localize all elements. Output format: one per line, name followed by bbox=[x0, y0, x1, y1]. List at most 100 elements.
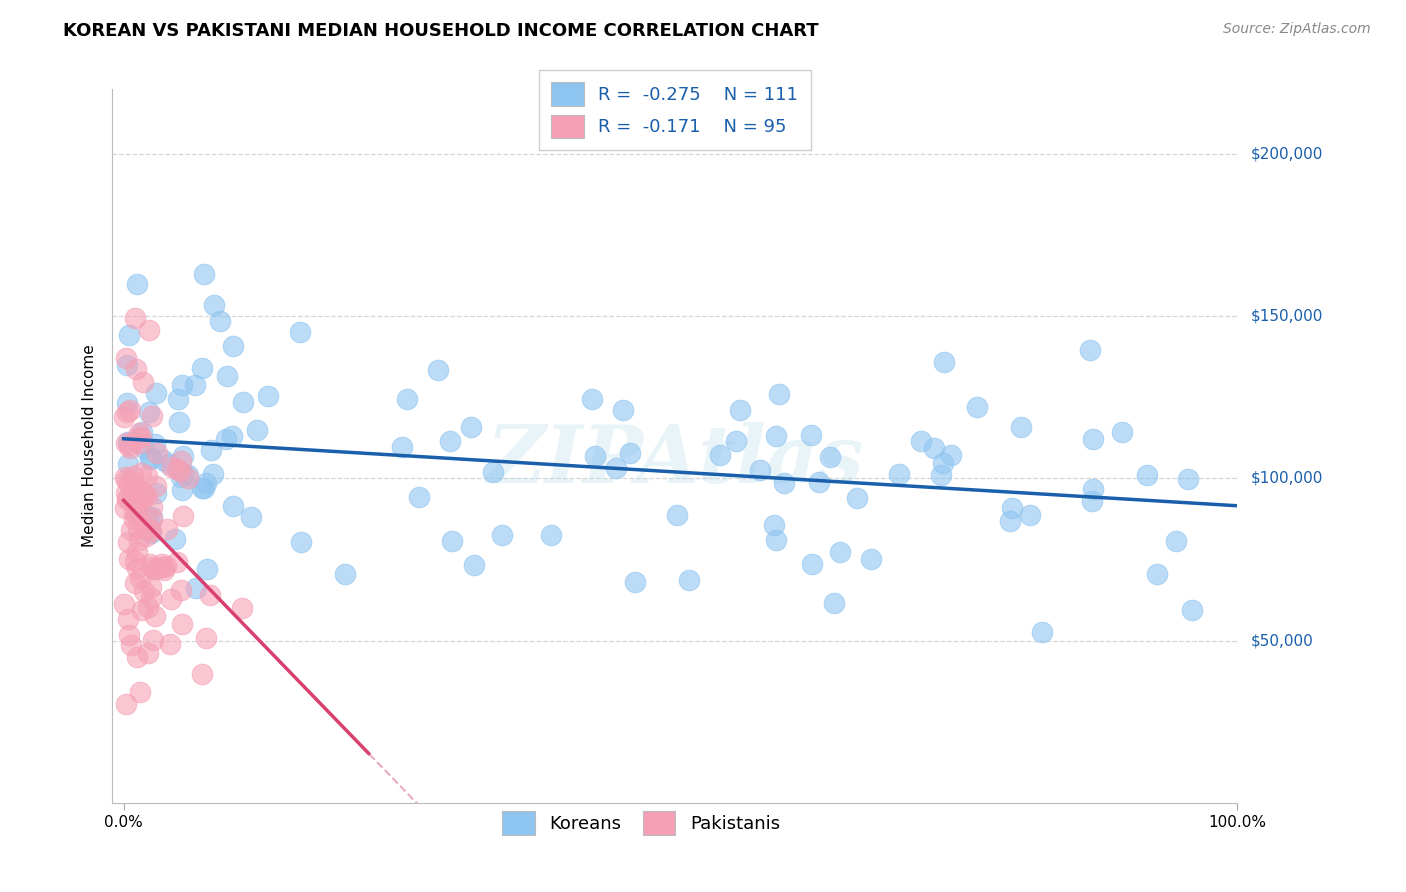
Point bbox=[1010, 420, 1032, 434]
Point bbox=[114, 698, 136, 712]
Point bbox=[124, 310, 146, 325]
Point bbox=[439, 434, 461, 448]
Point bbox=[215, 432, 238, 446]
Point bbox=[441, 533, 464, 548]
Point bbox=[128, 684, 150, 698]
Point bbox=[184, 582, 207, 596]
Point bbox=[141, 512, 163, 526]
Point bbox=[125, 561, 148, 575]
Point bbox=[1081, 493, 1104, 508]
Point bbox=[145, 386, 167, 401]
Point bbox=[145, 562, 167, 576]
Point bbox=[138, 404, 160, 418]
Point bbox=[605, 461, 627, 475]
Text: $50,000: $50,000 bbox=[1251, 633, 1315, 648]
Point bbox=[172, 508, 194, 523]
Point bbox=[846, 491, 869, 505]
Point bbox=[678, 573, 700, 587]
Point bbox=[612, 403, 634, 417]
Point bbox=[198, 588, 221, 602]
Point bbox=[830, 545, 852, 559]
Text: Source: ZipAtlas.com: Source: ZipAtlas.com bbox=[1223, 22, 1371, 37]
Point bbox=[624, 574, 647, 589]
Point bbox=[117, 404, 139, 418]
Point bbox=[145, 478, 167, 492]
Point bbox=[152, 453, 174, 467]
Point bbox=[127, 430, 149, 444]
Point bbox=[1001, 500, 1024, 515]
Point bbox=[166, 392, 188, 406]
Text: KOREAN VS PAKISTANI MEDIAN HOUSEHOLD INCOME CORRELATION CHART: KOREAN VS PAKISTANI MEDIAN HOUSEHOLD INC… bbox=[63, 22, 818, 40]
Point bbox=[966, 400, 988, 414]
Point bbox=[121, 469, 143, 483]
Point bbox=[127, 277, 149, 292]
Point bbox=[129, 429, 152, 443]
Point bbox=[202, 467, 225, 482]
Point bbox=[128, 571, 150, 585]
Point bbox=[910, 434, 932, 449]
Point bbox=[922, 442, 945, 456]
Point bbox=[115, 473, 138, 487]
Point bbox=[118, 552, 141, 566]
Point bbox=[619, 446, 641, 460]
Point bbox=[932, 456, 955, 470]
Point bbox=[167, 416, 190, 430]
Point bbox=[127, 509, 149, 524]
Point bbox=[1031, 624, 1053, 639]
Point bbox=[120, 442, 142, 456]
Point bbox=[170, 483, 193, 497]
Point bbox=[1083, 482, 1105, 496]
Point bbox=[141, 559, 163, 574]
Point bbox=[665, 508, 688, 523]
Point bbox=[889, 467, 911, 482]
Point bbox=[134, 441, 156, 455]
Point bbox=[288, 325, 311, 339]
Point bbox=[121, 482, 143, 496]
Point bbox=[115, 359, 138, 373]
Point bbox=[540, 528, 562, 542]
Point bbox=[166, 555, 188, 569]
Point bbox=[728, 402, 751, 417]
Point bbox=[135, 469, 157, 483]
Point bbox=[818, 450, 841, 465]
Point bbox=[131, 602, 153, 616]
Point bbox=[173, 467, 195, 481]
Point bbox=[195, 476, 218, 491]
Point bbox=[1181, 602, 1204, 616]
Point bbox=[136, 646, 159, 660]
Point bbox=[1136, 467, 1159, 482]
Point bbox=[143, 562, 166, 576]
Point bbox=[115, 396, 138, 410]
Point bbox=[115, 351, 138, 365]
Point bbox=[117, 535, 139, 549]
Point bbox=[139, 450, 162, 465]
Point bbox=[202, 298, 225, 312]
Point bbox=[156, 522, 179, 536]
Point bbox=[155, 559, 177, 574]
Point bbox=[222, 499, 245, 513]
Point bbox=[170, 378, 193, 392]
Point bbox=[200, 443, 222, 458]
Point bbox=[932, 355, 955, 369]
Point bbox=[129, 435, 152, 450]
Point bbox=[122, 505, 145, 519]
Text: $150,000: $150,000 bbox=[1251, 309, 1323, 324]
Point bbox=[120, 523, 142, 537]
Point bbox=[128, 426, 150, 441]
Text: $100,000: $100,000 bbox=[1251, 471, 1323, 486]
Point bbox=[152, 563, 174, 577]
Point bbox=[800, 427, 823, 442]
Point bbox=[208, 314, 231, 328]
Point bbox=[112, 410, 135, 425]
Point bbox=[136, 510, 159, 524]
Point bbox=[159, 591, 181, 606]
Point bbox=[162, 460, 184, 475]
Point bbox=[139, 580, 162, 594]
Point bbox=[141, 409, 163, 423]
Point bbox=[808, 475, 831, 489]
Point bbox=[170, 454, 193, 468]
Point bbox=[136, 600, 159, 615]
Point bbox=[141, 510, 163, 524]
Point bbox=[139, 451, 162, 466]
Point bbox=[762, 517, 785, 532]
